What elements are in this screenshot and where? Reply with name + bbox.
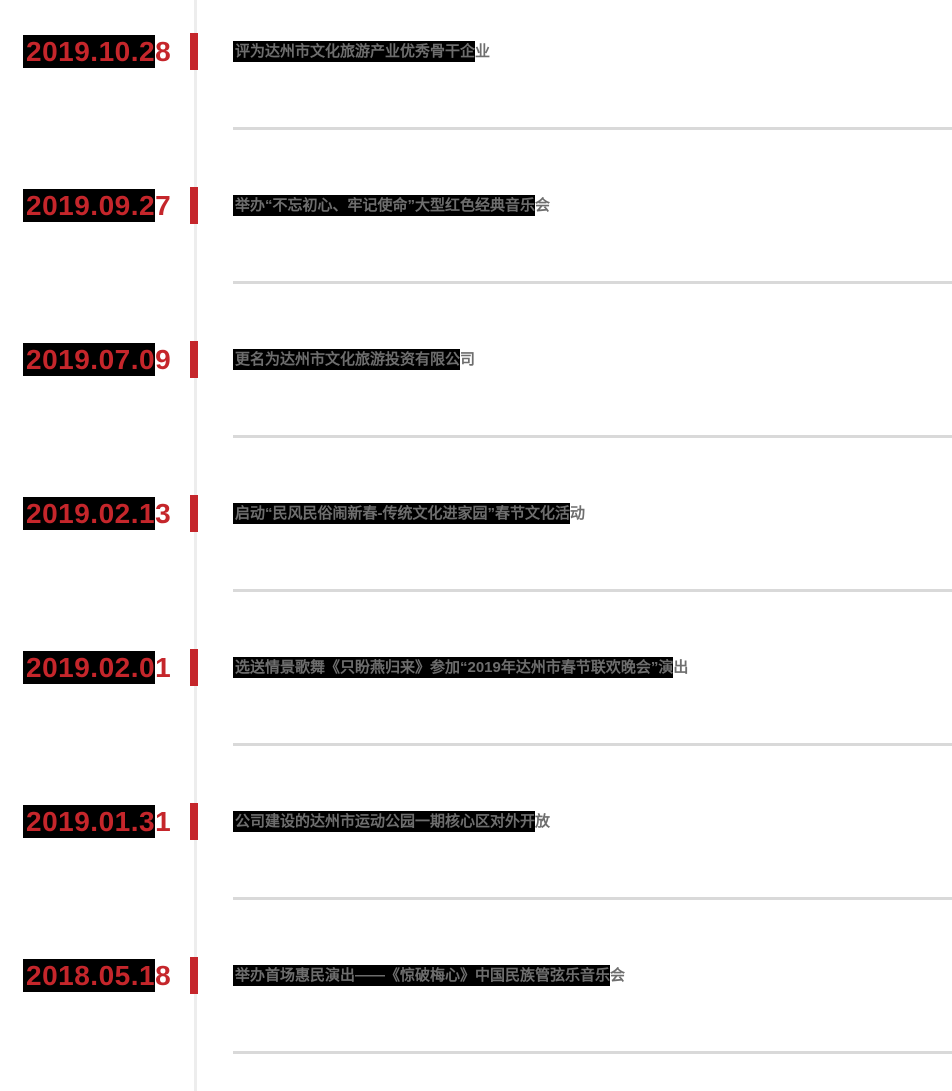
timeline-tick-icon (190, 33, 198, 70)
timeline-tick-icon (190, 649, 198, 686)
timeline-entry: 2019.02.01 选送情景歌舞《只盼燕归来》参加“2019年达州市春节联欢晚… (0, 649, 952, 803)
row-divider (233, 281, 952, 284)
row-divider (233, 435, 952, 438)
row-divider (233, 743, 952, 746)
timeline-entry: 2019.10.28 评为达州市文化旅游产业优秀骨干企业 (0, 33, 952, 187)
timeline-tick-icon (190, 803, 198, 840)
row-divider (233, 897, 952, 900)
entry-date: 2019.07.09 (23, 343, 171, 376)
entry-description: 举办首场惠民演出——《惊破梅心》中国民族管弦乐音乐会 (233, 965, 626, 986)
timeline-entry: 2019.02.13 启动“民风民俗闹新春-传统文化进家园”春节文化活动 (0, 495, 952, 649)
timeline-tick-icon (190, 495, 198, 532)
timeline-entry: 2019.09.27 举办“不忘初心、牢记使命”大型红色经典音乐会 (0, 187, 952, 341)
row-divider (233, 1051, 952, 1054)
entry-date: 2019.10.28 (23, 35, 171, 68)
row-divider (233, 589, 952, 592)
entry-description: 举办“不忘初心、牢记使命”大型红色经典音乐会 (233, 195, 551, 216)
entry-date: 2019.01.31 (23, 805, 171, 838)
entry-description: 评为达州市文化旅游产业优秀骨干企业 (233, 41, 491, 62)
entry-description: 更名为达州市文化旅游投资有限公司 (233, 349, 476, 370)
timeline-entry: 2019.01.31 公司建设的达州市运动公园一期核心区对外开放 (0, 803, 952, 957)
entry-description: 公司建设的达州市运动公园一期核心区对外开放 (233, 811, 551, 832)
entry-date: 2019.02.01 (23, 651, 171, 684)
timeline-tick-icon (190, 187, 198, 224)
entry-date: 2018.05.18 (23, 959, 171, 992)
row-divider (233, 127, 952, 130)
entry-date: 2019.09.27 (23, 189, 171, 222)
timeline: 2019.10.28 评为达州市文化旅游产业优秀骨干企业 2019.09.27 … (0, 33, 952, 1091)
timeline-entry: 2018.05.18 举办首场惠民演出——《惊破梅心》中国民族管弦乐音乐会 (0, 957, 952, 1091)
entry-description: 启动“民风民俗闹新春-传统文化进家园”春节文化活动 (233, 503, 586, 524)
timeline-tick-icon (190, 341, 198, 378)
entry-date: 2019.02.13 (23, 497, 171, 530)
timeline-entry: 2019.07.09 更名为达州市文化旅游投资有限公司 (0, 341, 952, 495)
entry-description: 选送情景歌舞《只盼燕归来》参加“2019年达州市春节联欢晚会”演出 (233, 657, 689, 678)
timeline-tick-icon (190, 957, 198, 994)
timeline-line (194, 0, 197, 1091)
